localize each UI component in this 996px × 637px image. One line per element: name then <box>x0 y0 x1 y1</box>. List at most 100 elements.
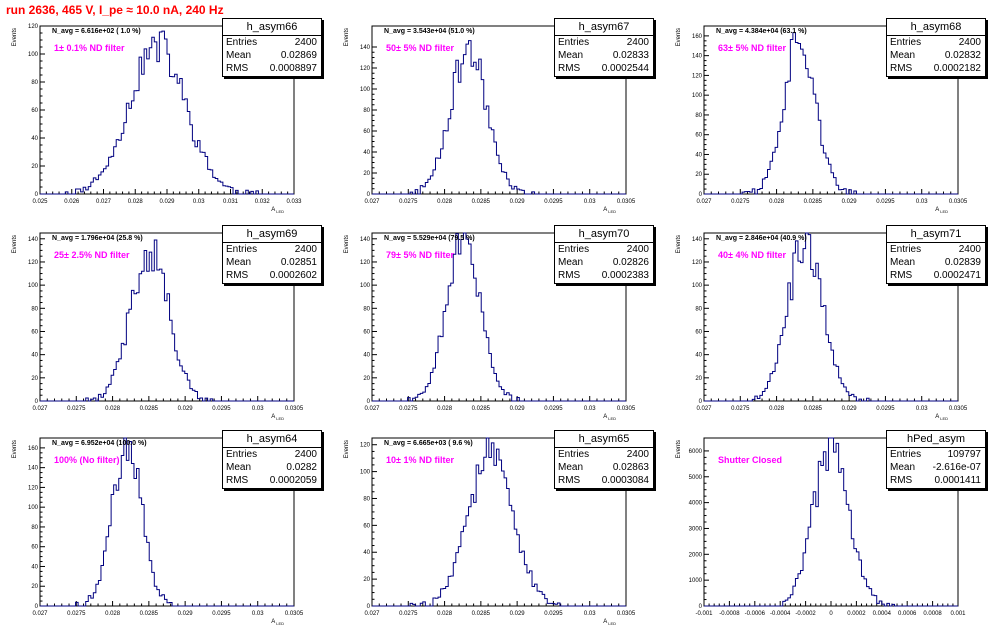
y-tick-label: 140 <box>692 237 703 243</box>
y-tick-label: 100 <box>28 505 39 511</box>
stats-box: hPed_asym Entries 109797 Mean -2.616e-07 RMS 0… <box>886 430 986 489</box>
y-tick-label: 20 <box>363 577 370 583</box>
x-tick-label: 0.0295 <box>876 406 895 412</box>
y-tick-label: 40 <box>695 152 702 158</box>
plot-frame <box>371 232 627 402</box>
stat-label: RMS <box>226 63 249 74</box>
stat-value: 2400 <box>958 37 981 48</box>
y-axis-label: Events <box>676 28 682 46</box>
histogram-name: h_asym70 <box>555 226 653 243</box>
stat-value: 0.02832 <box>944 50 981 61</box>
stat-label: Entries <box>226 449 258 460</box>
x-tick-label: 0.028 <box>105 611 121 617</box>
x-tick-label: 0.0004 <box>873 611 892 617</box>
x-axis-label: ALED <box>271 414 284 421</box>
histogram-panel-h_asym70: 0.027 0.0275 0.028 0.0285 0.029 0.0295 0.03 0.0… <box>332 225 664 432</box>
y-tick-label: 40 <box>31 136 38 142</box>
y-tick-label: 0 <box>699 399 703 405</box>
y-tick-label: 0 <box>367 399 371 405</box>
y-tick-label: 140 <box>360 45 371 51</box>
x-tick-label: 0.027 <box>32 406 48 412</box>
y-tick-label: 100 <box>692 93 703 99</box>
x-tick-label: 0.0275 <box>731 406 750 412</box>
stat-value: 2400 <box>294 37 317 48</box>
y-tick-label: 20 <box>363 376 370 382</box>
stats-box: h_asym71 Entries 2400 Mean 0.02839 RMS 0.00024… <box>886 225 986 284</box>
y-tick-label: 160 <box>28 446 39 452</box>
x-tick-label: 0.0275 <box>67 611 86 617</box>
y-tick-label: 80 <box>363 496 370 502</box>
stat-label: Mean <box>558 257 584 268</box>
x-tick-label: 0.028 <box>128 199 144 205</box>
histogram-svg: 0.027 0.0275 0.028 0.0285 0.029 0.0295 0.03 0.0… <box>12 437 304 626</box>
n-avg-label: N_avg = 1.796e+04 (25.8 %) <box>52 235 143 242</box>
rms-row: RMS 0.0002182 <box>887 62 985 75</box>
y-tick-label: 60 <box>363 329 370 335</box>
stats-box: h_asym65 Entries 2400 Mean 0.02863 RMS 0.00030… <box>554 430 654 489</box>
stat-value: 0.0003084 <box>601 475 649 486</box>
histogram-panel-h_asym67: 0.027 0.0275 0.028 0.0285 0.029 0.0295 0.03 0.0… <box>332 18 664 225</box>
y-tick-label: 60 <box>695 133 702 139</box>
x-tick-label: 0.03 <box>916 406 928 412</box>
rms-row: RMS 0.0008897 <box>223 62 321 75</box>
x-tick-label: 0.001 <box>950 611 966 617</box>
histogram-line <box>704 437 958 607</box>
stat-value: 0.02833 <box>612 50 649 61</box>
entries-row: Entries 2400 <box>555 36 653 49</box>
y-tick-label: 120 <box>360 443 371 449</box>
y-tick-label: 40 <box>31 353 38 359</box>
x-tick-label: -0.0006 <box>745 611 766 617</box>
x-tick-label: 0.0305 <box>285 611 304 617</box>
rms-row: RMS 0.0002544 <box>555 62 653 75</box>
x-tick-label: 0.029 <box>842 199 858 205</box>
stat-value: 2400 <box>294 244 317 255</box>
x-tick-label: 0.029 <box>178 611 194 617</box>
x-tick-label: 0.0305 <box>949 199 968 205</box>
entries-row: Entries 109797 <box>887 448 985 461</box>
rms-row: RMS 0.0001411 <box>887 474 985 487</box>
y-tick-label: 100 <box>28 283 39 289</box>
x-tick-label: 0.0275 <box>731 199 750 205</box>
histogram-panel-h_asym66: 0.025 0.026 0.027 0.028 0.029 0.03 0.031 0.032 0… <box>0 18 332 225</box>
histogram-line <box>372 232 626 402</box>
stat-value: 109797 <box>947 449 981 460</box>
mean-row: Mean 0.0282 <box>223 461 321 474</box>
y-tick-label: 6000 <box>689 449 703 455</box>
x-tick-label: 0.0006 <box>898 611 917 617</box>
stat-value: 2400 <box>294 449 317 460</box>
y-tick-label: 20 <box>31 376 38 382</box>
y-tick-label: 80 <box>31 306 38 312</box>
histogram-panel-h_asym65: 0.027 0.0275 0.028 0.0285 0.029 0.0295 0.03 0.0… <box>332 430 664 637</box>
x-tick-label: 0.0305 <box>617 199 636 205</box>
n-avg-label: N_avg = 2.846e+04 (40.9 %) <box>716 235 807 242</box>
y-axis-label: Events <box>12 235 18 253</box>
stat-label: Mean <box>226 257 252 268</box>
entries-row: Entries 2400 <box>223 243 321 256</box>
y-tick-label: 120 <box>692 260 703 266</box>
stats-box: h_asym66 Entries 2400 Mean 0.02869 RMS 0.00088… <box>222 18 322 77</box>
histogram-name: h_asym69 <box>223 226 321 243</box>
x-axis-label: ALED <box>603 619 616 626</box>
y-tick-label: 5000 <box>689 475 703 481</box>
stat-value: 0.0282 <box>286 462 317 473</box>
x-tick-label: 0.028 <box>437 406 453 412</box>
stat-label: Entries <box>890 37 922 48</box>
x-tick-label: 0.029 <box>510 406 526 412</box>
x-tick-label: 0.0285 <box>140 611 159 617</box>
x-tick-label: 0.029 <box>842 406 858 412</box>
x-tick-label: 0.03 <box>584 611 596 617</box>
mean-row: Mean 0.02833 <box>555 49 653 62</box>
x-axis-label: ALED <box>935 207 948 214</box>
y-axis-label: Events <box>12 440 18 458</box>
x-tick-label: 0.028 <box>769 406 785 412</box>
y-tick-label: 100 <box>360 283 371 289</box>
y-tick-label: 140 <box>692 54 703 60</box>
histogram-name: h_asym71 <box>887 226 985 243</box>
mean-row: Mean 0.02826 <box>555 256 653 269</box>
x-tick-label: 0.027 <box>364 611 380 617</box>
stat-label: Entries <box>558 37 590 48</box>
x-axis-label: ALED <box>271 207 284 214</box>
stat-label: Entries <box>226 244 258 255</box>
y-tick-label: 100 <box>692 283 703 289</box>
x-axis-label: ALED <box>603 414 616 421</box>
